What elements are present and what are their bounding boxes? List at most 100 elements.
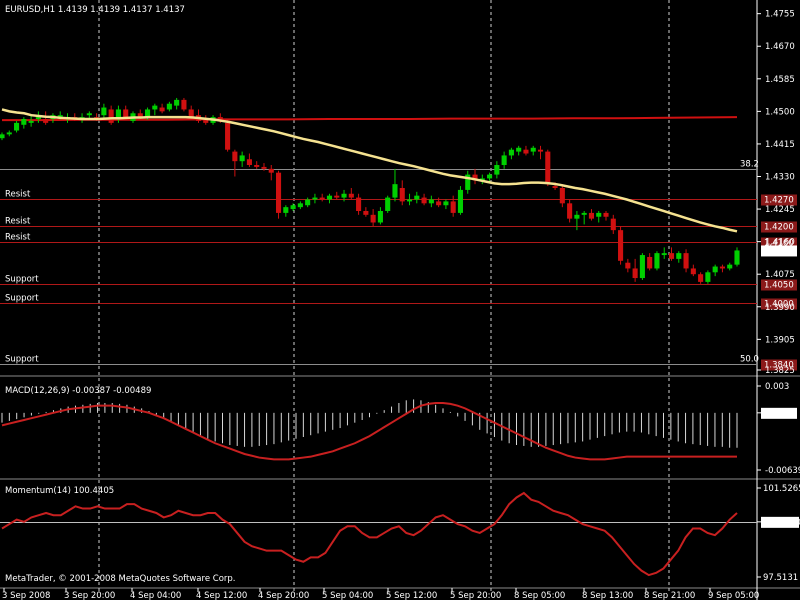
candle[interactable] bbox=[312, 193, 318, 204]
candle[interactable] bbox=[275, 170, 282, 219]
candle-body bbox=[392, 184, 398, 198]
candle[interactable] bbox=[465, 170, 471, 194]
candle[interactable] bbox=[530, 145, 536, 156]
candle[interactable] bbox=[719, 264, 725, 273]
candle[interactable] bbox=[43, 111, 49, 125]
candle[interactable] bbox=[603, 210, 609, 221]
candle[interactable] bbox=[588, 209, 595, 221]
candle[interactable] bbox=[297, 201, 303, 210]
candle[interactable] bbox=[246, 153, 252, 167]
candle[interactable] bbox=[86, 111, 92, 120]
candle[interactable] bbox=[356, 193, 362, 215]
macd-panel: 0.003 0.0000 -0.00639 MACD(12,26,9) -0.0038… bbox=[1, 382, 800, 476]
candle-body bbox=[654, 253, 660, 269]
candle[interactable] bbox=[516, 145, 522, 156]
candle[interactable] bbox=[567, 199, 573, 223]
candle[interactable] bbox=[559, 184, 565, 208]
candle[interactable] bbox=[392, 168, 398, 202]
candle[interactable] bbox=[305, 197, 311, 208]
candle[interactable] bbox=[399, 180, 405, 206]
candle[interactable] bbox=[406, 193, 413, 206]
candle-body bbox=[465, 174, 471, 190]
candle[interactable] bbox=[596, 210, 602, 223]
candle[interactable] bbox=[683, 249, 689, 273]
candle[interactable] bbox=[101, 103, 107, 120]
candle[interactable] bbox=[639, 253, 645, 280]
candle[interactable] bbox=[654, 251, 660, 271]
candle[interactable] bbox=[239, 151, 245, 167]
candle[interactable] bbox=[232, 149, 238, 177]
candle[interactable] bbox=[625, 258, 631, 273]
price-tick-label: 1.4160 bbox=[765, 238, 795, 248]
candle[interactable] bbox=[698, 272, 704, 284]
candle[interactable] bbox=[734, 247, 740, 267]
candle[interactable] bbox=[537, 145, 544, 160]
candle[interactable] bbox=[676, 251, 682, 263]
candle[interactable] bbox=[472, 168, 478, 185]
candle[interactable] bbox=[225, 119, 231, 152]
candle[interactable] bbox=[261, 163, 267, 171]
candle-body bbox=[297, 203, 303, 208]
candle[interactable] bbox=[319, 193, 325, 202]
candle[interactable] bbox=[501, 151, 507, 169]
candle[interactable] bbox=[385, 195, 391, 213]
candle[interactable] bbox=[174, 97, 180, 110]
candle[interactable] bbox=[574, 210, 580, 231]
candle[interactable] bbox=[727, 262, 733, 271]
candle[interactable] bbox=[326, 193, 333, 204]
candle[interactable] bbox=[152, 103, 158, 116]
candle[interactable] bbox=[487, 172, 493, 183]
candle[interactable] bbox=[341, 189, 347, 202]
candle[interactable] bbox=[647, 253, 653, 271]
candle[interactable] bbox=[14, 120, 20, 133]
momentum-tick-label: 101.5265 bbox=[763, 484, 800, 494]
candle[interactable] bbox=[428, 195, 434, 208]
candle[interactable] bbox=[479, 174, 485, 185]
candle[interactable] bbox=[661, 247, 667, 259]
candle[interactable] bbox=[348, 188, 354, 200]
candle[interactable] bbox=[610, 214, 616, 234]
candle[interactable] bbox=[632, 258, 638, 282]
candle-body bbox=[690, 268, 696, 275]
candle[interactable] bbox=[21, 117, 27, 129]
candle[interactable] bbox=[268, 165, 274, 181]
candle-body bbox=[668, 253, 675, 259]
candle-body bbox=[166, 103, 172, 110]
candle[interactable] bbox=[705, 270, 711, 284]
candle[interactable] bbox=[494, 161, 500, 179]
candle[interactable] bbox=[254, 161, 260, 169]
candle[interactable] bbox=[414, 191, 420, 204]
candle-body bbox=[217, 117, 223, 121]
candle[interactable] bbox=[28, 115, 34, 127]
candle[interactable] bbox=[108, 105, 114, 125]
candle[interactable] bbox=[508, 147, 514, 160]
candle[interactable] bbox=[166, 101, 172, 112]
macd-panel-title: MACD(12,26,9) -0.00387 -0.00489 bbox=[5, 386, 151, 396]
red-moving-average-line bbox=[2, 116, 738, 122]
candle[interactable] bbox=[668, 247, 675, 261]
candle[interactable] bbox=[181, 97, 187, 112]
candle[interactable] bbox=[690, 264, 696, 277]
candle[interactable] bbox=[363, 207, 369, 217]
candle[interactable] bbox=[6, 130, 12, 137]
candle[interactable] bbox=[377, 207, 383, 225]
candle[interactable] bbox=[115, 105, 121, 123]
candle[interactable] bbox=[334, 191, 340, 200]
candle[interactable] bbox=[0, 132, 5, 141]
candle[interactable] bbox=[421, 193, 427, 206]
candle[interactable] bbox=[457, 186, 464, 215]
candle[interactable] bbox=[436, 197, 442, 208]
candle-body bbox=[457, 189, 464, 213]
candle[interactable] bbox=[523, 145, 529, 156]
candle[interactable] bbox=[159, 103, 165, 114]
candle[interactable] bbox=[618, 226, 624, 265]
candle[interactable] bbox=[581, 210, 587, 225]
candle[interactable] bbox=[712, 264, 718, 277]
candle[interactable] bbox=[443, 199, 449, 210]
candle[interactable] bbox=[283, 205, 289, 217]
candle[interactable] bbox=[290, 203, 296, 211]
candle[interactable] bbox=[545, 149, 551, 187]
candle[interactable] bbox=[370, 209, 376, 227]
candle[interactable] bbox=[450, 195, 456, 217]
